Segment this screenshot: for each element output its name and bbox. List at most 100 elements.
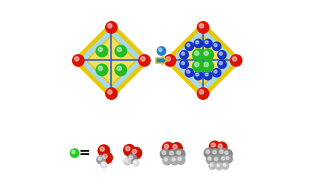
Polygon shape xyxy=(170,27,236,94)
Circle shape xyxy=(168,149,178,159)
Circle shape xyxy=(133,160,139,166)
Circle shape xyxy=(187,43,190,47)
Circle shape xyxy=(213,42,221,50)
Circle shape xyxy=(101,162,107,168)
Circle shape xyxy=(218,60,226,68)
Circle shape xyxy=(205,73,208,76)
Circle shape xyxy=(171,143,182,154)
Circle shape xyxy=(204,51,208,55)
Polygon shape xyxy=(87,36,136,85)
Circle shape xyxy=(233,57,237,61)
Circle shape xyxy=(214,70,217,73)
Circle shape xyxy=(98,66,102,70)
Circle shape xyxy=(211,143,215,147)
Circle shape xyxy=(204,62,208,67)
Circle shape xyxy=(196,73,199,76)
Circle shape xyxy=(98,157,101,160)
Circle shape xyxy=(97,156,105,164)
Circle shape xyxy=(101,152,112,163)
Circle shape xyxy=(115,45,127,57)
Circle shape xyxy=(213,150,216,154)
Circle shape xyxy=(223,164,226,166)
Polygon shape xyxy=(178,36,228,85)
Circle shape xyxy=(96,64,108,76)
Circle shape xyxy=(206,150,210,154)
Circle shape xyxy=(206,156,215,164)
Circle shape xyxy=(164,144,169,149)
Circle shape xyxy=(173,145,177,149)
Circle shape xyxy=(115,64,127,76)
Circle shape xyxy=(197,88,209,99)
Circle shape xyxy=(194,39,203,48)
Circle shape xyxy=(220,156,228,164)
Circle shape xyxy=(182,52,185,55)
Circle shape xyxy=(177,156,185,164)
Circle shape xyxy=(72,150,75,153)
Circle shape xyxy=(204,148,214,158)
Circle shape xyxy=(124,145,135,156)
Circle shape xyxy=(98,145,109,156)
Circle shape xyxy=(218,144,222,148)
Circle shape xyxy=(132,149,137,154)
Circle shape xyxy=(193,60,204,72)
Circle shape xyxy=(139,55,150,66)
Circle shape xyxy=(202,49,214,60)
Circle shape xyxy=(157,47,166,55)
Circle shape xyxy=(172,158,175,161)
Circle shape xyxy=(124,158,131,165)
Circle shape xyxy=(194,71,203,80)
Circle shape xyxy=(226,157,229,160)
Circle shape xyxy=(170,151,173,155)
Circle shape xyxy=(193,49,204,60)
Circle shape xyxy=(196,41,199,44)
Circle shape xyxy=(98,47,102,52)
Circle shape xyxy=(178,157,181,160)
Circle shape xyxy=(214,157,218,161)
Circle shape xyxy=(108,90,112,94)
Circle shape xyxy=(103,154,107,158)
Polygon shape xyxy=(164,21,242,99)
Circle shape xyxy=(210,164,213,166)
Circle shape xyxy=(130,147,142,159)
Circle shape xyxy=(126,146,130,151)
Circle shape xyxy=(171,156,179,165)
Circle shape xyxy=(182,61,185,65)
Circle shape xyxy=(185,69,193,77)
Circle shape xyxy=(134,161,136,163)
Circle shape xyxy=(195,51,199,55)
Circle shape xyxy=(205,41,208,44)
Circle shape xyxy=(217,164,220,167)
Circle shape xyxy=(141,57,145,61)
Circle shape xyxy=(70,149,79,157)
Circle shape xyxy=(166,57,171,61)
Circle shape xyxy=(160,149,170,159)
Circle shape xyxy=(225,155,232,163)
Circle shape xyxy=(177,151,181,155)
Circle shape xyxy=(199,90,203,94)
Circle shape xyxy=(214,43,217,47)
Circle shape xyxy=(210,141,220,152)
Circle shape xyxy=(219,52,223,55)
Circle shape xyxy=(220,150,223,154)
Circle shape xyxy=(209,163,216,169)
FancyArrow shape xyxy=(156,57,167,64)
Circle shape xyxy=(216,163,223,170)
Circle shape xyxy=(117,47,121,52)
Circle shape xyxy=(199,24,203,28)
Circle shape xyxy=(222,157,225,160)
Circle shape xyxy=(185,42,193,50)
Circle shape xyxy=(195,62,199,67)
Circle shape xyxy=(202,60,214,72)
Circle shape xyxy=(159,48,162,51)
Circle shape xyxy=(75,57,79,61)
Circle shape xyxy=(203,71,212,80)
Circle shape xyxy=(175,149,185,159)
Circle shape xyxy=(211,149,221,158)
Circle shape xyxy=(108,24,112,28)
Circle shape xyxy=(117,66,121,70)
Circle shape xyxy=(128,154,137,163)
Circle shape xyxy=(125,159,128,162)
Circle shape xyxy=(187,70,190,73)
Circle shape xyxy=(102,163,104,165)
Circle shape xyxy=(162,151,166,155)
